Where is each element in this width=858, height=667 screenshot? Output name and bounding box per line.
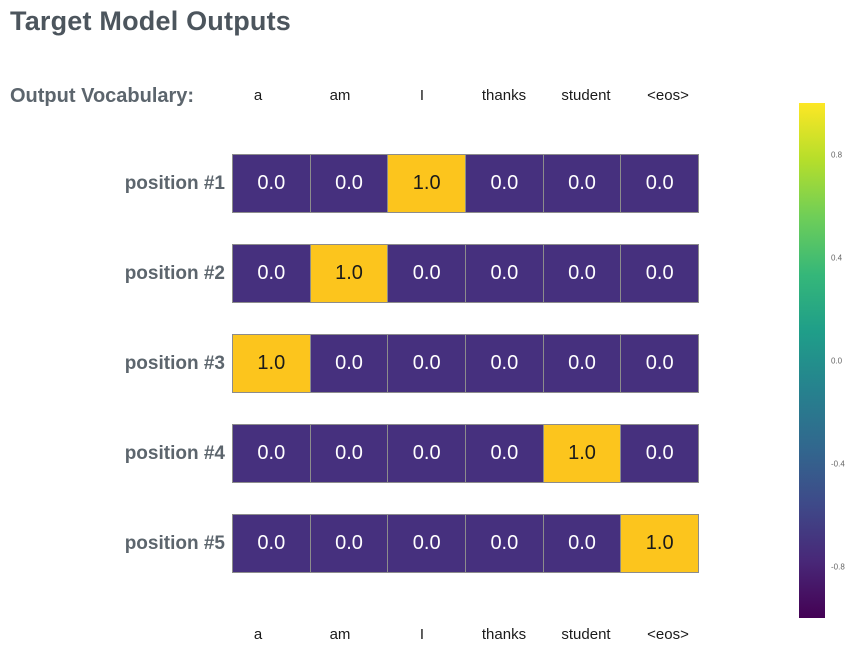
colorbar-tick-label: -0.4 <box>831 459 845 468</box>
heatmap-cell: 0.0 <box>466 335 544 392</box>
row-label: position #3 <box>124 352 225 374</box>
heatmap-cell: 0.0 <box>543 515 622 572</box>
heatmap-cell: 0.0 <box>466 425 544 482</box>
heatmap-row-grid: 0.0 0.0 1.0 0.0 0.0 0.0 <box>232 154 699 213</box>
heatmap-cell: 0.0 <box>543 245 622 302</box>
heatmap-cell: 0.0 <box>388 335 467 392</box>
colorbar-tick-label: -0.8 <box>831 562 845 571</box>
heatmap-cell: 0.0 <box>310 425 389 482</box>
heatmap-cell: 0.0 <box>621 155 699 212</box>
colorbar-gradient <box>799 103 825 618</box>
heatmap-row: position #5 0.0 0.0 0.0 0.0 0.0 1.0 <box>0 514 730 573</box>
heatmap: position #1 0.0 0.0 1.0 0.0 0.0 0.0 position #2… <box>0 154 730 605</box>
heatmap-cell: 0.0 <box>543 335 622 392</box>
heatmap-cell: 0.0 <box>388 245 467 302</box>
heatmap-row-grid: 1.0 0.0 0.0 0.0 0.0 0.0 <box>232 334 699 393</box>
column-header-label: I <box>419 87 425 104</box>
heatmap-row-grid: 0.0 1.0 0.0 0.0 0.0 0.0 <box>232 244 699 303</box>
heatmap-cell: 0.0 <box>466 515 544 572</box>
colorbar-tick-label: 0.0 <box>831 356 843 365</box>
column-header-label: am <box>329 87 351 104</box>
heatmap-cell: 0.0 <box>543 155 622 212</box>
column-headers-bottom: a am I thanks student <eos> <box>217 625 709 645</box>
heatmap-row: position #2 0.0 1.0 0.0 0.0 0.0 0.0 <box>0 244 730 303</box>
column-header-label: a <box>253 87 263 104</box>
heatmap-cell: 0.0 <box>466 155 544 212</box>
heatmap-cell: 0.0 <box>233 425 311 482</box>
heatmap-row: position #1 0.0 0.0 1.0 0.0 0.0 0.0 <box>0 154 730 213</box>
heatmap-row: position #3 1.0 0.0 0.0 0.0 0.0 0.0 <box>0 334 730 393</box>
heatmap-cell: 0.0 <box>233 155 311 212</box>
row-label: position #1 <box>124 172 225 194</box>
column-header-label: thanks <box>481 626 527 643</box>
column-headers-top: a am I thanks student <eos> <box>217 86 709 106</box>
heatmap-cell: 0.0 <box>466 245 544 302</box>
column-header-label: student <box>561 87 611 104</box>
row-label: position #5 <box>124 532 225 554</box>
row-label: position #2 <box>124 262 225 284</box>
column-header-label: student <box>561 626 611 643</box>
heatmap-cell: 1.0 <box>621 515 699 572</box>
heatmap-row: position #4 0.0 0.0 0.0 0.0 1.0 0.0 <box>0 424 730 483</box>
heatmap-cell: 1.0 <box>388 155 467 212</box>
column-header-label: <eos> <box>647 87 689 104</box>
page-title: Target Model Outputs <box>10 6 291 36</box>
heatmap-cell: 0.0 <box>388 425 467 482</box>
colorbar-tick-label: 0.4 <box>831 253 843 262</box>
row-label: position #4 <box>124 442 225 464</box>
column-header-label: am <box>329 626 351 643</box>
column-header-label: thanks <box>481 87 527 104</box>
column-header-label: <eos> <box>647 626 689 643</box>
heatmap-cell: 0.0 <box>388 515 467 572</box>
heatmap-cell: 1.0 <box>543 425 622 482</box>
colorbar-tick-label: 0.8 <box>831 150 843 159</box>
output-vocabulary-label: Output Vocabulary: <box>10 85 195 107</box>
heatmap-row-grid: 0.0 0.0 0.0 0.0 1.0 0.0 <box>232 424 699 483</box>
heatmap-cell: 0.0 <box>621 245 699 302</box>
heatmap-cell: 0.0 <box>310 155 389 212</box>
heatmap-cell: 1.0 <box>233 335 311 392</box>
heatmap-row-grid: 0.0 0.0 0.0 0.0 0.0 1.0 <box>232 514 699 573</box>
heatmap-cell: 0.0 <box>233 245 311 302</box>
heatmap-cell: 1.0 <box>310 245 389 302</box>
heatmap-cell: 0.0 <box>310 335 389 392</box>
heatmap-cell: 0.0 <box>233 515 311 572</box>
heatmap-cell: 0.0 <box>621 335 699 392</box>
column-header-label: a <box>253 626 263 643</box>
heatmap-cell: 0.0 <box>310 515 389 572</box>
heatmap-cell: 0.0 <box>621 425 699 482</box>
column-header-label: I <box>419 626 425 643</box>
